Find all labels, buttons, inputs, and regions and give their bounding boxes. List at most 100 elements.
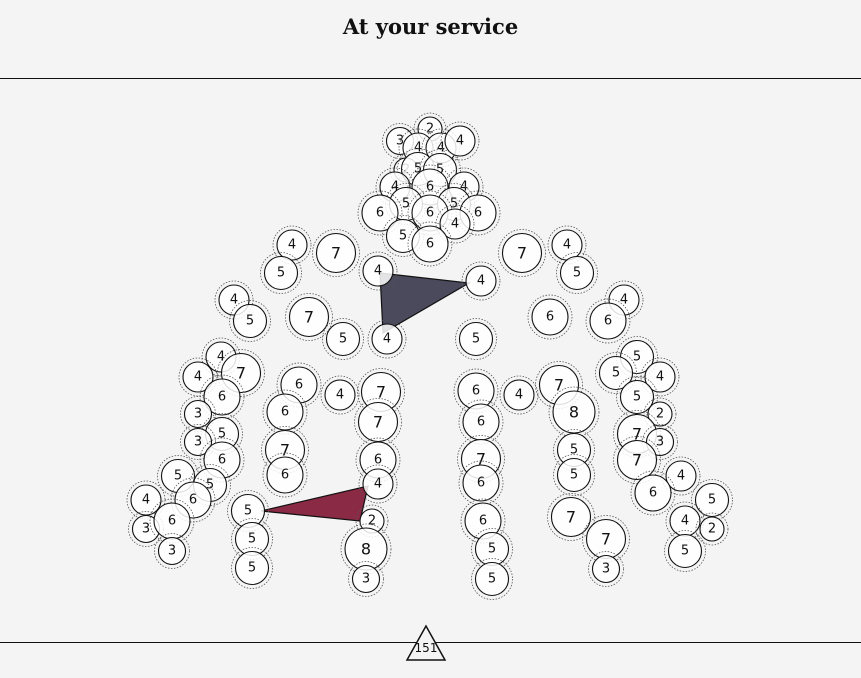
number-node[interactable]: 6: [262, 452, 308, 498]
node-circle: [634, 474, 672, 512]
number-node[interactable]: 5: [553, 454, 595, 496]
number-node[interactable]: 5: [471, 558, 513, 600]
number-node[interactable]: 6: [585, 298, 631, 344]
node-circle: [465, 265, 497, 297]
number-node[interactable]: 4: [440, 121, 480, 161]
node-value: 5: [402, 197, 410, 212]
node-halo: [262, 452, 308, 498]
node-halo: [260, 252, 302, 294]
number-node[interactable]: 5: [260, 252, 302, 294]
node-halo: [229, 300, 271, 342]
node-value: 4: [456, 134, 464, 149]
number-node[interactable]: 3: [180, 396, 216, 432]
node-circle: [667, 533, 703, 569]
number-node[interactable]: 8: [340, 523, 392, 575]
number-node[interactable]: 4: [358, 251, 398, 291]
number-node[interactable]: 7: [357, 368, 405, 416]
number-node[interactable]: 7: [582, 515, 630, 563]
node-halo: [547, 493, 595, 541]
node-halo: [272, 225, 312, 265]
number-node[interactable]: 3: [588, 551, 624, 587]
number-node[interactable]: 6: [527, 294, 573, 340]
number-node[interactable]: 6: [262, 389, 308, 435]
node-value: 5: [248, 532, 256, 547]
number-node[interactable]: 4: [640, 357, 680, 397]
number-node[interactable]: 6: [630, 470, 676, 516]
number-node[interactable]: 5: [691, 479, 733, 521]
node-circle: [647, 401, 673, 427]
node-circle: [315, 232, 357, 274]
number-node[interactable]: 4: [178, 357, 218, 397]
number-node[interactable]: 5: [231, 547, 273, 589]
number-node[interactable]: 5: [616, 376, 658, 418]
node-circle: [371, 323, 403, 355]
number-node[interactable]: 6: [199, 374, 245, 420]
node-value: 7: [554, 376, 564, 395]
node-value: 5: [612, 366, 620, 381]
node-halo: [695, 512, 729, 546]
number-node[interactable]: 5: [664, 530, 706, 572]
number-node[interactable]: 7: [498, 229, 546, 277]
number-node[interactable]: 4: [358, 464, 398, 504]
number-node[interactable]: 6: [357, 190, 403, 236]
node-value: 5: [570, 468, 578, 483]
node-value: 8: [569, 403, 579, 422]
number-node[interactable]: 7: [547, 493, 595, 541]
node-value: 4: [288, 238, 296, 253]
number-node[interactable]: 4: [126, 480, 166, 520]
number-node[interactable]: 3: [154, 533, 190, 569]
node-value: 5: [633, 390, 641, 405]
node-value: 6: [426, 237, 434, 252]
node-halo: [661, 456, 701, 496]
node-value: 5: [399, 229, 407, 244]
number-node[interactable]: 8: [548, 386, 600, 438]
node-value: 7: [236, 364, 246, 383]
node-circle: [619, 379, 655, 415]
number-node[interactable]: 4: [461, 261, 501, 301]
node-value: 2: [368, 514, 376, 529]
number-node[interactable]: 3: [180, 424, 216, 460]
number-node[interactable]: 2: [695, 512, 729, 546]
number-node[interactable]: 7: [285, 293, 333, 341]
node-value: 4: [374, 264, 382, 279]
number-node[interactable]: 5: [556, 252, 598, 294]
number-node[interactable]: 5: [229, 300, 271, 342]
number-node[interactable]: 6: [458, 460, 504, 506]
node-circle: [531, 298, 569, 336]
node-value: 2: [708, 522, 716, 537]
node-halo: [471, 558, 513, 600]
node-circle: [288, 296, 330, 338]
node-value: 7: [376, 383, 386, 402]
number-node[interactable]: 7: [613, 436, 661, 484]
number-node[interactable]: 3: [348, 561, 384, 597]
node-circle: [263, 255, 299, 291]
node-halo: [358, 464, 398, 504]
node-value: 6: [374, 453, 382, 468]
node-halo: [616, 376, 658, 418]
node-halo: [553, 454, 595, 496]
number-node[interactable]: 4: [435, 204, 475, 244]
number-node[interactable]: 5: [471, 528, 513, 570]
node-circle: [503, 379, 535, 411]
number-node[interactable]: 6: [407, 221, 453, 267]
number-node[interactable]: 4: [367, 319, 407, 359]
node-halo: [178, 357, 218, 397]
number-node[interactable]: 5: [455, 318, 497, 360]
node-value: 5: [244, 504, 252, 519]
number-node[interactable]: 7: [354, 398, 402, 446]
number-node[interactable]: 6: [458, 399, 504, 445]
number-node[interactable]: 5: [322, 318, 364, 360]
node-circle: [462, 464, 500, 502]
level-badge[interactable]: 151: [405, 624, 447, 661]
node-value: 5: [248, 561, 256, 576]
number-node[interactable]: 4: [661, 456, 701, 496]
number-node[interactable]: 4: [499, 375, 539, 415]
node-value: 4: [563, 238, 571, 253]
node-circle: [232, 303, 268, 339]
number-node[interactable]: 4: [320, 375, 360, 415]
page-title: At your service: [342, 14, 519, 39]
node-halo: [180, 424, 216, 460]
number-node[interactable]: 7: [312, 229, 360, 277]
node-halo: [630, 470, 676, 516]
